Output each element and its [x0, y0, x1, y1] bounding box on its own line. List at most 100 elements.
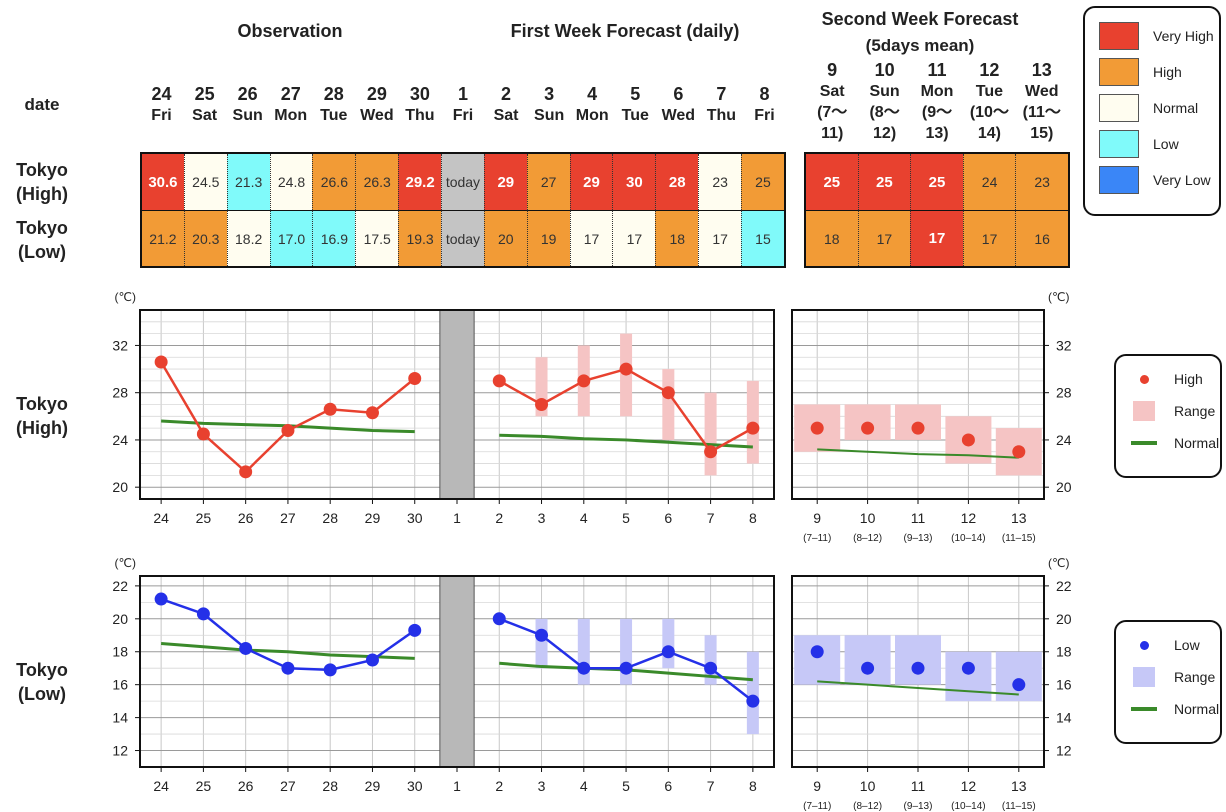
data-point-forecast	[492, 612, 506, 626]
x-tick-label: 1	[453, 510, 461, 526]
legend-item: Range	[1126, 400, 1215, 422]
date-d: 13	[1031, 60, 1052, 80]
date-day-number: 28	[323, 84, 344, 104]
x-tick-label: 13	[1011, 778, 1027, 794]
table-row-high: 30.6 24.5 21.3 24.8 26.6 26.3 29.2 today 29 27 29 3…	[142, 154, 784, 210]
legend-item: Range	[1126, 666, 1215, 688]
range-box	[945, 651, 992, 702]
date-day-number: 29	[366, 84, 387, 104]
legend-label: Range	[1174, 669, 1216, 685]
range-bar	[535, 618, 548, 669]
row-label-city: Tokyo	[16, 218, 68, 238]
x-tick-label: 24	[153, 510, 169, 526]
legend-label: High	[1174, 371, 1203, 387]
y-unit-label-right: (℃)	[1048, 290, 1069, 304]
date-day-number: 2	[501, 84, 512, 104]
range-box	[794, 635, 841, 685]
x-tick-label: 25	[196, 778, 212, 794]
date-weekday: Thu	[405, 107, 435, 124]
date-header-cell: 25 Sat	[184, 83, 226, 127]
date-header-cell: 27 Mon	[270, 83, 312, 127]
x-tick-label: 9	[813, 510, 821, 526]
x-tick-sublabel: (9–13)	[904, 533, 933, 544]
data-point-forecast	[746, 694, 760, 708]
date-w: Sat	[819, 83, 845, 100]
normal-line-forecast	[499, 433, 753, 449]
data-point-forecast	[661, 645, 675, 659]
legend-range-swatch	[1126, 400, 1162, 422]
legend-swatch	[1099, 130, 1139, 158]
date-weekday: Fri	[151, 107, 172, 124]
legend-item: High	[1099, 58, 1182, 86]
date-d: 12	[979, 60, 1000, 80]
table-row-high: 25 25 25 24 23	[806, 154, 1068, 210]
date-label: date	[24, 95, 60, 114]
data-point-forecast	[619, 362, 633, 376]
table-cell: 25	[741, 154, 784, 210]
row-label-kind: (Low)	[18, 684, 66, 704]
data-point-forecast	[577, 374, 591, 388]
legend-item: Normal	[1099, 94, 1198, 122]
table-cell: 17	[612, 210, 656, 266]
x-tick-label: 29	[365, 778, 381, 794]
x-tick-label: 8	[749, 510, 757, 526]
table-row-label-high: Tokyo (High)	[0, 158, 84, 206]
x-tick-label: 30	[407, 510, 423, 526]
y-tick-label: 24	[112, 432, 128, 448]
x-tick-sublabel: (11–15)	[1002, 533, 1036, 544]
x-tick-label: 4	[580, 778, 588, 794]
data-point-forecast	[704, 445, 718, 459]
data-point-observed	[239, 465, 253, 479]
chart-row-label-high: Tokyo (High)	[0, 392, 84, 440]
date-r1: (9〜	[921, 104, 953, 121]
legend-label: Normal	[1174, 701, 1220, 717]
x-tick-label: 24	[153, 778, 169, 794]
x-tick-label: 7	[707, 778, 715, 794]
y-tick-label-right: 32	[1056, 337, 1072, 353]
table-cell: 21.3	[226, 154, 270, 210]
x-tick-label: 10	[860, 778, 876, 794]
date-r1: (10〜	[969, 104, 1009, 121]
table-row-label-low: Tokyo (Low)	[0, 216, 84, 264]
table-cell: 23	[698, 154, 742, 210]
x-tick-label: 25	[196, 510, 212, 526]
date-header-cell: 5 Tue	[614, 83, 656, 127]
data-point-week2	[810, 645, 824, 659]
y-tick-label-right: 16	[1056, 677, 1072, 693]
table-cell: 25	[806, 154, 858, 210]
range-bar	[662, 369, 675, 440]
date-r2: 11)	[821, 125, 844, 142]
table-cell: 27	[526, 154, 570, 210]
x-tick-sublabel: (11–15)	[1002, 801, 1036, 812]
category-legend: Very High High Normal Low Very Low	[1083, 6, 1221, 216]
x-tick-label: 28	[322, 510, 338, 526]
x-tick-label: 27	[280, 510, 296, 526]
data-point-forecast	[661, 386, 675, 400]
data-point-week2	[1012, 445, 1026, 459]
table-cell: 29.2	[398, 154, 442, 210]
x-tick-label: 29	[365, 510, 381, 526]
y-unit-label-right: (℃)	[1048, 556, 1069, 570]
y-tick-label-right: 18	[1056, 644, 1072, 660]
low-chart-legend: Low Range Normal	[1114, 620, 1222, 744]
data-point-week2	[911, 661, 925, 675]
table-cell: 17	[910, 210, 963, 266]
table-cell: 17	[698, 210, 742, 266]
table-cell: 23	[1015, 154, 1068, 210]
x-tick-label: 28	[322, 778, 338, 794]
legend-label: Normal	[1153, 100, 1199, 116]
table-row-low: 21.2 20.3 18.2 17.0 16.9 17.5 19.3 today 20 19 17 1…	[142, 210, 784, 266]
legend-item: Very Low	[1099, 166, 1211, 194]
data-point-observed	[154, 355, 168, 369]
second-week-date-cell: 12 Tue (10〜 14)	[964, 60, 1015, 144]
legend-item: Normal	[1126, 698, 1219, 720]
date-r1: (11〜	[1022, 104, 1061, 121]
data-point-forecast	[746, 421, 760, 435]
table-cell: 17.5	[355, 210, 399, 266]
y-tick-label-right: 24	[1056, 432, 1072, 448]
table-cell: today	[441, 210, 484, 266]
x-tick-label: 5	[622, 510, 630, 526]
table-cell: 26.6	[312, 154, 356, 210]
x-tick-label: 5	[622, 778, 630, 794]
